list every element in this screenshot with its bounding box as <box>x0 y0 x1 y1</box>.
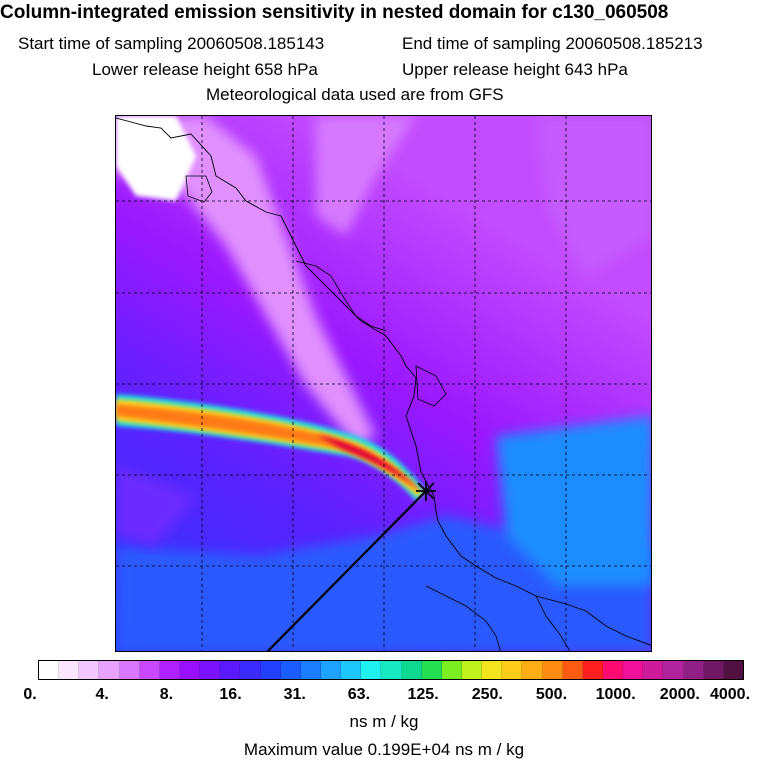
colorbar-swatch <box>300 661 321 679</box>
lower-release-height: Lower release height 658 hPa <box>92 60 318 79</box>
island-outline <box>185 175 213 203</box>
coastline-inner <box>295 260 387 332</box>
colorbar-swatch <box>542 661 563 679</box>
colorbar-tick-label: 4000. <box>709 686 751 703</box>
plume-core <box>316 434 424 494</box>
colorbar-tick-label: 4. <box>95 686 109 703</box>
start-time: Start time of sampling 20060508.185143 <box>18 34 325 53</box>
end-time: End time of sampling 20060508.185213 <box>402 34 703 53</box>
colorbar-swatch <box>260 661 281 679</box>
colorbar-swatch <box>119 661 140 679</box>
maximum-value: Maximum value 0.199E+04 ns m / kg <box>243 740 525 759</box>
border-line-east <box>535 595 571 651</box>
colorbar-swatch <box>341 661 362 679</box>
release-point-marker <box>416 481 436 501</box>
colorbar-swatch <box>381 661 402 679</box>
border-line <box>425 585 501 651</box>
colorbar-tick-label: 500. <box>535 686 568 703</box>
magenta-band-north <box>316 116 416 236</box>
colorbar-tick-label: 250. <box>471 686 503 703</box>
colorbar-tick-label: 1000. <box>595 686 636 703</box>
coastline <box>116 117 651 646</box>
colorbar-tick-label: 16. <box>219 686 242 703</box>
colorbar-swatch <box>320 661 342 679</box>
colorbar <box>38 660 744 680</box>
colorbar-tick-label: 8. <box>159 686 174 703</box>
colorbar-tick-label: 125. <box>407 686 439 703</box>
colorbar-swatch <box>502 661 523 679</box>
colorbar-swatch <box>522 661 543 679</box>
colorbar-swatch <box>361 661 382 679</box>
colorbar-tick-label: 63. <box>347 686 371 703</box>
colorbar-swatch <box>663 661 684 679</box>
blue-region-south <box>116 516 651 651</box>
map-canvas <box>116 116 651 651</box>
colorbar-swatch <box>59 661 80 679</box>
sensitivity-map <box>115 115 652 652</box>
plume-inner <box>116 404 421 493</box>
magenta-band-east <box>536 116 651 276</box>
colorbar-swatch <box>582 661 603 679</box>
colorbar-swatch <box>159 661 180 679</box>
colorbar-swatch <box>179 661 201 679</box>
colorbar-tick-label: 0. <box>23 686 37 703</box>
colorbar-swatch <box>562 661 583 679</box>
purple-patch-west <box>116 466 196 546</box>
light-blue-region <box>496 416 651 586</box>
colorbar-swatch <box>421 661 442 679</box>
land-outline <box>415 365 447 407</box>
colorbar-swatch <box>240 661 261 679</box>
colorbar-tick-label: 31. <box>283 686 306 703</box>
colorbar-swatch <box>461 661 483 679</box>
colorbar-swatch <box>139 661 160 679</box>
upper-release-height: Upper release height 643 hPa <box>402 60 628 79</box>
colorbar-swatch <box>683 661 704 679</box>
colorbar-swatch <box>79 661 100 679</box>
colorbar-swatch <box>280 661 301 679</box>
met-data-source: Meteorological data used are from GFS <box>206 85 504 104</box>
colorbar-swatch <box>99 661 120 679</box>
colorbar-swatch <box>220 661 241 679</box>
colorbar-swatch <box>623 661 644 679</box>
colorbar-tick-label: 2000. <box>659 686 700 703</box>
colorbar-swatch <box>441 661 462 679</box>
colorbar-swatch <box>602 661 624 679</box>
colorbar-swatch <box>643 661 664 679</box>
colorbar-swatch <box>482 661 503 679</box>
colorbar-ticks: 0. 4. 8. 16. 31. 63. 125. 250. 500. 1000. 2000. 400… <box>0 686 768 708</box>
colorbar-swatch <box>39 661 60 679</box>
flight-track <box>266 490 427 651</box>
high-sensitivity-band <box>116 116 376 446</box>
colorbar-swatch <box>723 661 743 679</box>
colorbar-swatch <box>200 661 221 679</box>
colorbar-swatch <box>401 661 422 679</box>
colorbar-swatch <box>703 661 724 679</box>
colorbar-units: ns m / kg <box>349 712 419 731</box>
chart-title: Column-integrated emission sensitivity i… <box>0 2 669 23</box>
